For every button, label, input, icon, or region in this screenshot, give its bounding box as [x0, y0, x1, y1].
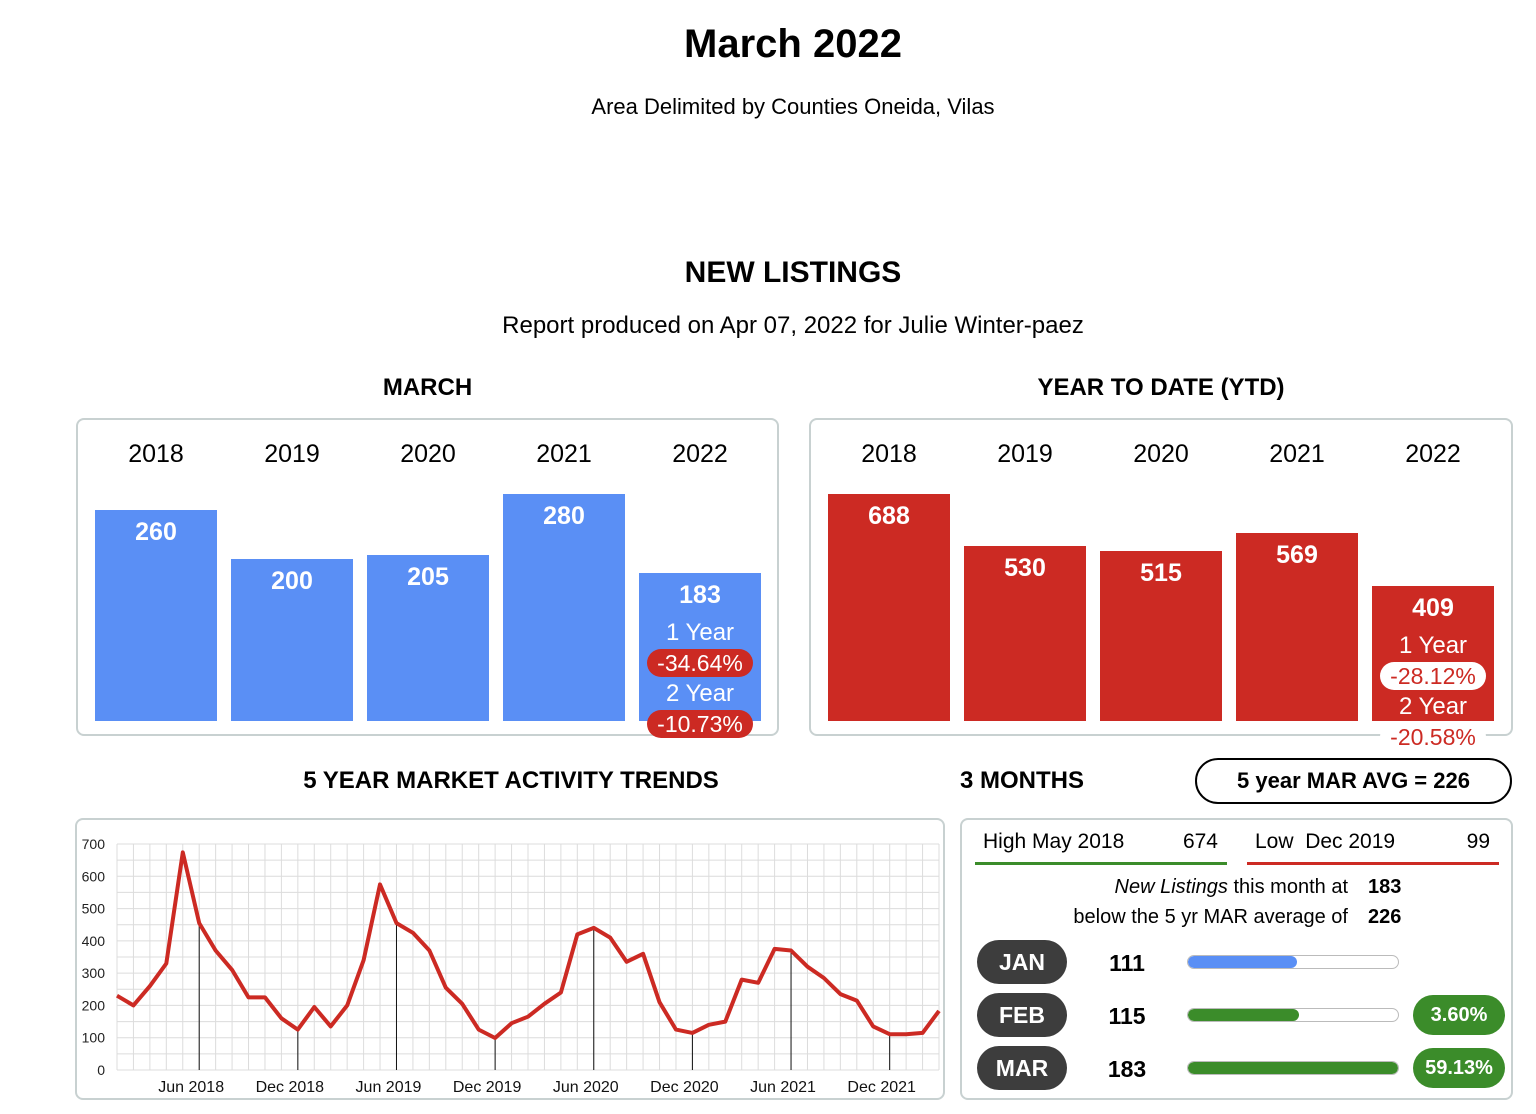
ytd-bar: 530 [964, 546, 1086, 721]
trends-heading: 5 YEAR MARKET ACTIVITY TRENDS [303, 767, 719, 794]
ytd-bar: 409 1 Year -28.12% 2 Year -20.58% [1372, 586, 1494, 752]
ytd-bar: 688 [828, 494, 950, 721]
bar-value-label: 409 [1412, 594, 1454, 623]
section-title: NEW LISTINGS [684, 256, 902, 289]
y-tick-label: 400 [82, 933, 106, 949]
march-year-label: 2019 [264, 440, 320, 468]
month-progress-track [1187, 955, 1399, 969]
month-progress-fill [1188, 956, 1298, 968]
two-year-change-badge: -10.73% [647, 709, 753, 738]
trend-chart-panel: 0 100 200 300 400 500 600 700 Jun 2018 Dec 2018 J… [75, 818, 945, 1100]
summary-line-1-text: this month at [1227, 876, 1348, 898]
march-bar: 205 [367, 554, 489, 721]
new-listings-series-line [115, 850, 941, 1040]
ytd-year-label: 2022 [1405, 440, 1461, 468]
high-underline [975, 862, 1227, 865]
x-tick-label: Jun 2020 [553, 1079, 619, 1096]
low-label: Low Dec 2019 [1255, 830, 1396, 853]
area-subtitle: Area Delimited by Counties Oneida, Vilas [591, 94, 995, 119]
low-underline [1247, 862, 1499, 865]
ytd-heading: YEAR TO DATE (YTD) [1037, 374, 1285, 401]
summary-value-1: 183 [1368, 876, 1402, 898]
month-progress-fill [1188, 1009, 1300, 1021]
bar-value-label: 688 [868, 502, 910, 530]
ytd-year-label: 2021 [1269, 440, 1325, 468]
march-bar: 280 [503, 494, 625, 721]
y-axis-ticks: 0 100 200 300 400 500 600 700 [82, 836, 106, 1078]
march-bar: 200 [231, 558, 353, 721]
tick-marker-lines [198, 923, 891, 1070]
ytd-year-label: 2020 [1133, 440, 1189, 468]
ytd-year-label: 2019 [997, 440, 1053, 468]
bar-value-label: 260 [135, 518, 177, 547]
one-year-change-badge: -28.12% [1380, 662, 1486, 691]
summary-metric: New Listings [1114, 876, 1228, 898]
x-tick-label: Jun 2018 [158, 1079, 224, 1096]
month-change-badge-feb: 3.60% [1413, 995, 1505, 1035]
x-tick-label: Dec 2021 [847, 1079, 916, 1096]
march-year-label: 2021 [536, 440, 592, 468]
x-tick-label: Jun 2019 [356, 1079, 422, 1096]
march-year-label: 2020 [400, 440, 456, 468]
month-progress-track [1187, 1061, 1399, 1075]
high-value: 674 [1182, 830, 1218, 853]
month-value-feb: 115 [1108, 1003, 1146, 1029]
one-year-label: 1 Year [1398, 632, 1468, 660]
bar-value-label: 205 [407, 562, 449, 591]
bar-value-label: 515 [1140, 559, 1182, 588]
bar-value-label: 200 [271, 566, 313, 595]
x-tick-label: Dec 2018 [256, 1079, 325, 1096]
ytd-bar: 515 [1100, 551, 1222, 721]
bar-value-label: 530 [1004, 554, 1046, 583]
high-label: High May 2018 [983, 830, 1125, 853]
summary-value-2: 226 [1368, 906, 1402, 928]
march-bar: 183 1 Year -34.64% 2 Year -10.73% [639, 572, 761, 738]
x-tick-label: Jun 2021 [750, 1079, 816, 1096]
month-pill-mar: MAR [977, 1046, 1067, 1090]
y-tick-label: 300 [82, 965, 106, 981]
low-value: 99 [1466, 830, 1490, 853]
bar-value-label: 569 [1276, 541, 1318, 570]
two-year-label: 2 Year [665, 679, 735, 707]
y-tick-label: 600 [82, 868, 106, 884]
five-year-avg-badge: 5 year MAR AVG = 226 [1195, 758, 1512, 804]
report-line: Report produced on Apr 07, 2022 for Juli… [502, 312, 1084, 339]
ytd-year-label: 2018 [861, 440, 917, 468]
x-tick-label: Dec 2020 [650, 1079, 719, 1096]
month-progress-track [1187, 1008, 1399, 1022]
march-bar: 260 [95, 510, 217, 721]
chart-grid [116, 843, 940, 1071]
month-pill-jan: JAN [977, 940, 1067, 984]
month-value-mar: 183 [1107, 1056, 1147, 1082]
y-tick-label: 500 [82, 901, 106, 917]
march-year-label: 2022 [672, 440, 728, 468]
bar-value-label: 280 [543, 502, 585, 530]
y-tick-label: 100 [82, 1030, 106, 1046]
summary-line-2: below the 5 yr MAR average of [1073, 906, 1348, 928]
summary-line-1: New Listings this month at [960, 876, 1348, 899]
march-year-label: 2018 [128, 440, 184, 468]
two-year-label: 2 Year [1398, 693, 1468, 721]
y-tick-label: 0 [97, 1062, 105, 1078]
month-pill-feb: FEB [977, 993, 1067, 1037]
march-heading: MARCH [382, 374, 473, 401]
one-year-label: 1 Year [665, 618, 735, 646]
month-change-badge-mar: 59.13% [1413, 1048, 1505, 1088]
one-year-change-badge: -34.64% [647, 648, 753, 677]
y-tick-label: 200 [82, 997, 106, 1013]
y-tick-label: 700 [82, 836, 106, 852]
x-axis-ticks: Jun 2018 Dec 2018 Jun 2019 Dec 2019 Jun 2020… [158, 1079, 916, 1096]
three-months-heading: 3 MONTHS [960, 767, 1085, 794]
page-title: March 2022 [684, 22, 902, 66]
x-tick-label: Dec 2019 [453, 1079, 522, 1096]
two-year-change-badge: -20.58% [1380, 723, 1486, 752]
ytd-bar: 569 [1236, 533, 1358, 721]
month-value-jan: 111 [1109, 950, 1145, 976]
bar-value-label: 183 [679, 580, 721, 609]
month-progress-fill [1188, 1062, 1398, 1074]
